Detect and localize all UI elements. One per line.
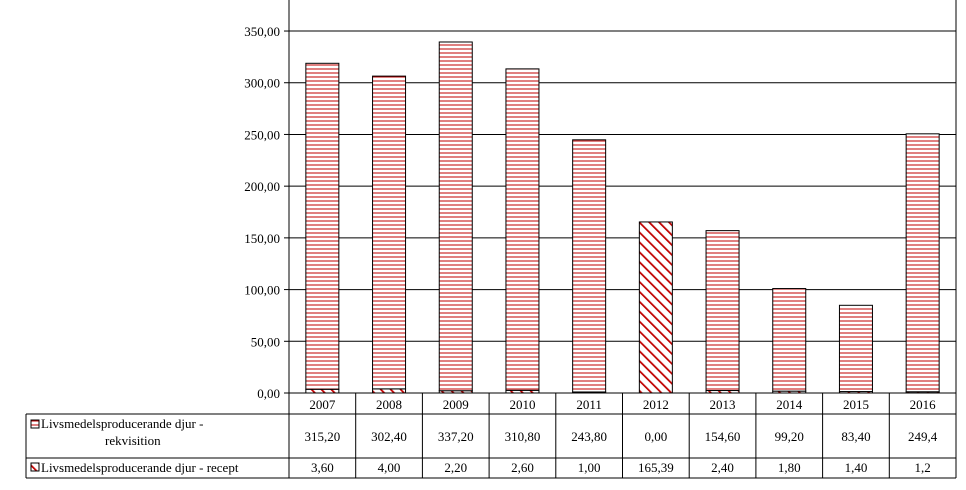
table-value-rekvisition: 302,40 [371,429,407,444]
table-value-rekvisition: 154,60 [705,429,741,444]
table-value-recept: 1,80 [778,460,801,475]
y-tick-label: 50,00 [251,334,280,349]
x-category-label: 2016 [910,397,937,412]
y-tick-label: 0,00 [257,386,280,401]
y-tick-label: 300,00 [244,76,280,91]
table-value-rekvisition: 337,20 [438,429,474,444]
bar-rekvisition-2015 [838,304,873,393]
legend-label-rekvisition: Livsmedelsproducerande djur -rekvisition [41,416,203,448]
table-value-recept: 1,2 [915,460,931,475]
x-category-label: 2012 [643,397,669,412]
y-tick-label: 100,00 [244,283,280,298]
x-category-label: 2014 [776,397,803,412]
x-category-label: 2007 [309,397,336,412]
y-tick-label: 150,00 [244,231,280,246]
table-value-rekvisition: 315,20 [304,429,340,444]
table-value-rekvisition: 243,80 [571,429,607,444]
bar-rekvisition-2008 [372,75,407,390]
table-value-recept: 4,00 [378,460,401,475]
y-tick-label: 350,00 [244,24,280,39]
x-category-label: 2015 [843,397,869,412]
bar-recept-2008 [372,388,407,394]
table-value-recept: 1,40 [845,460,868,475]
bar-rekvisition-2013 [705,230,740,392]
x-category-label: 2013 [710,397,736,412]
bar-rekvisition-2014 [772,288,807,392]
table-value-rekvisition: 249,4 [908,429,938,444]
table-value-recept: 2,20 [444,460,467,475]
table-value-recept: 2,40 [711,460,734,475]
table-value-recept: 2,60 [511,460,534,475]
x-category-label: 2008 [376,397,402,412]
bar-rekvisition-2009 [438,41,473,392]
table-value-recept: 165,39 [638,460,674,475]
y-tick-label: 200,00 [244,179,280,194]
bar-rekvisition-2010 [505,68,540,391]
bar-rekvisition-2016 [905,133,940,393]
x-category-label: 2011 [576,397,602,412]
y-tick-label: 250,00 [244,127,280,142]
table-value-recept: 1,00 [578,460,601,475]
x-category-label: 2010 [509,397,535,412]
bar-rekvisition-2011 [572,139,607,393]
table-value-rekvisition: 99,20 [775,429,804,444]
table-value-rekvisition: 83,40 [841,429,870,444]
table-value-rekvisition: 310,80 [505,429,541,444]
x-category-label: 2009 [443,397,469,412]
legend-swatch-rekvisition [30,419,40,429]
bar-rekvisition-2007 [305,62,340,390]
table-value-recept: 3,60 [311,460,334,475]
bar-recept-2007 [305,388,340,394]
bar-recept-2012 [638,221,673,394]
legend-swatch-recept [30,462,40,472]
legend-label-recept: Livsmedelsproducerande djur - recept [41,460,239,475]
table-value-rekvisition: 0,00 [644,429,667,444]
